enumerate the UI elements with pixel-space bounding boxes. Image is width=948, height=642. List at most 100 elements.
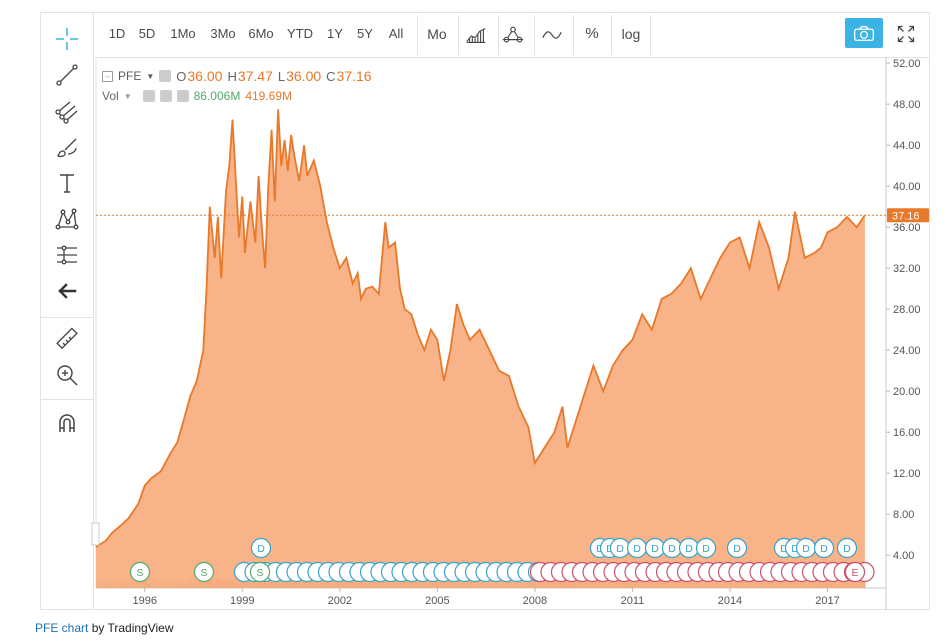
dividend-marker-label: D <box>843 543 851 555</box>
toolbar-divider <box>41 317 93 318</box>
timeframe-ytd[interactable]: YTD <box>287 26 313 41</box>
fullscreen-icon[interactable] <box>894 22 918 46</box>
y-tick-label: 16.00 <box>893 427 921 439</box>
close-icon[interactable] <box>176 90 189 102</box>
ruler-icon[interactable] <box>53 325 81 353</box>
drawing-toolbar <box>41 13 94 609</box>
low-label: L <box>277 68 286 84</box>
indicators-icon[interactable] <box>499 21 527 49</box>
split-marker[interactable] <box>193 561 215 583</box>
dividend-marker-label: D <box>702 543 710 555</box>
price-area-fill <box>96 109 865 589</box>
dividend-marker-label: D <box>685 543 693 555</box>
open-label: O <box>176 68 187 84</box>
log-scale-button[interactable]: log <box>621 26 641 42</box>
text-icon[interactable] <box>53 169 81 197</box>
volume-legend-row: Vol ▼ 86.006M 419.69M <box>102 86 372 106</box>
timeframe-5d[interactable]: 5D <box>138 26 156 41</box>
interval-button[interactable]: Mo <box>427 26 447 42</box>
chevron-down-icon[interactable]: ▼ <box>123 91 132 101</box>
y-tick-label: 8.00 <box>893 509 914 521</box>
dividend-marker[interactable] <box>695 537 717 559</box>
y-tick-label: 4.00 <box>893 550 914 562</box>
y-tick-label: 44.00 <box>893 140 921 152</box>
toolbar-divider <box>417 15 418 55</box>
close-label: C <box>326 68 336 84</box>
split-marker-label: S <box>256 567 263 579</box>
dividend-marker-label: D <box>820 543 828 555</box>
timeframe-1y[interactable]: 1Y <box>327 26 343 41</box>
dividend-marker-label: D <box>616 543 624 555</box>
timeframe-1d[interactable]: 1D <box>108 26 126 41</box>
camera-icon[interactable] <box>845 18 883 48</box>
x-tick-label: 2008 <box>523 595 547 607</box>
crosshair-icon[interactable] <box>53 25 81 53</box>
toolbar-divider <box>573 15 574 55</box>
high-label: H <box>227 68 237 84</box>
attribution-footer: PFE chart by TradingView <box>35 621 174 635</box>
x-tick-label: 1999 <box>230 595 254 607</box>
dividend-marker[interactable] <box>813 537 835 559</box>
timeframe-3mo[interactable]: 3Mo <box>210 26 236 41</box>
y-tick-label: 52.00 <box>893 58 921 70</box>
dividend-marker[interactable] <box>836 537 858 559</box>
pitchfork-icon[interactable] <box>53 97 81 125</box>
area-chart-icon[interactable] <box>462 21 490 49</box>
back-arrow-icon[interactable] <box>53 277 81 305</box>
symbol-label[interactable]: PFE <box>118 69 142 83</box>
dividend-marker-label: D <box>257 543 265 555</box>
dividend-marker-label: D <box>633 543 641 555</box>
volume-value: 86.006M <box>193 89 241 103</box>
pane-collapse-handle[interactable] <box>91 522 100 546</box>
split-marker-label: S <box>136 567 143 579</box>
timeframe-5y[interactable]: 5Y <box>357 26 373 41</box>
zoom-in-icon[interactable] <box>53 361 81 389</box>
y-tick-label: 28.00 <box>893 304 921 316</box>
y-tick-label: 36.00 <box>893 222 921 234</box>
chevron-down-icon[interactable]: ▼ <box>146 71 155 81</box>
x-tick-label: 2014 <box>718 595 742 607</box>
volume-label[interactable]: Vol <box>102 89 119 103</box>
collapse-icon[interactable]: – <box>102 70 113 82</box>
dividend-marker-label: D <box>668 543 676 555</box>
dividend-marker[interactable] <box>726 537 748 559</box>
dividend-marker-label: D <box>802 543 810 555</box>
magnet-icon[interactable] <box>53 409 81 437</box>
x-tick-label: 2002 <box>328 595 352 607</box>
y-tick-label: 24.00 <box>893 345 921 357</box>
compare-icon[interactable] <box>538 21 566 49</box>
symbol-chart-link[interactable]: PFE chart <box>35 621 89 635</box>
x-tick-label: 2005 <box>425 595 449 607</box>
pattern-icon[interactable] <box>53 205 81 233</box>
timeframe-all[interactable]: All <box>388 26 404 41</box>
dividend-marker-label: D <box>791 543 799 555</box>
earnings-marker-label: E <box>851 567 858 579</box>
timeframe-1mo[interactable]: 1Mo <box>170 26 196 41</box>
eye-icon[interactable] <box>142 90 155 102</box>
split-marker-label: S <box>200 567 207 579</box>
percent-scale-button[interactable]: % <box>585 25 599 42</box>
last-price-badge <box>887 208 929 223</box>
low-value: 36.00 <box>286 68 322 84</box>
y-tick-label: 12.00 <box>893 468 921 480</box>
timeframe-6mo[interactable]: 6Mo <box>248 26 274 41</box>
top-toolbar: 1D 5D 1Mo 3Mo 6Mo YTD 1Y 5Y All Mo % log <box>94 13 929 58</box>
high-value: 37.47 <box>237 68 273 84</box>
eye-icon[interactable] <box>159 70 172 82</box>
measure-lines-icon[interactable] <box>53 241 81 269</box>
dividend-marker[interactable] <box>250 537 272 559</box>
x-tick-label: 1996 <box>133 595 157 607</box>
price-line <box>95 109 866 548</box>
price-legend-row: – PFE ▼ O 36.00 H 37.47 L 36.00 C 37.16 <box>102 66 372 86</box>
close-value: 37.16 <box>336 68 372 84</box>
earnings-marker[interactable] <box>844 561 866 583</box>
trendline-icon[interactable] <box>53 61 81 89</box>
gear-icon[interactable] <box>159 90 172 102</box>
toolbar-divider <box>498 15 499 55</box>
toolbar-divider <box>650 15 651 55</box>
split-marker[interactable] <box>249 561 271 583</box>
brush-icon[interactable] <box>53 133 81 161</box>
split-marker[interactable] <box>129 561 151 583</box>
volume-ma-value: 419.69M <box>245 89 293 103</box>
